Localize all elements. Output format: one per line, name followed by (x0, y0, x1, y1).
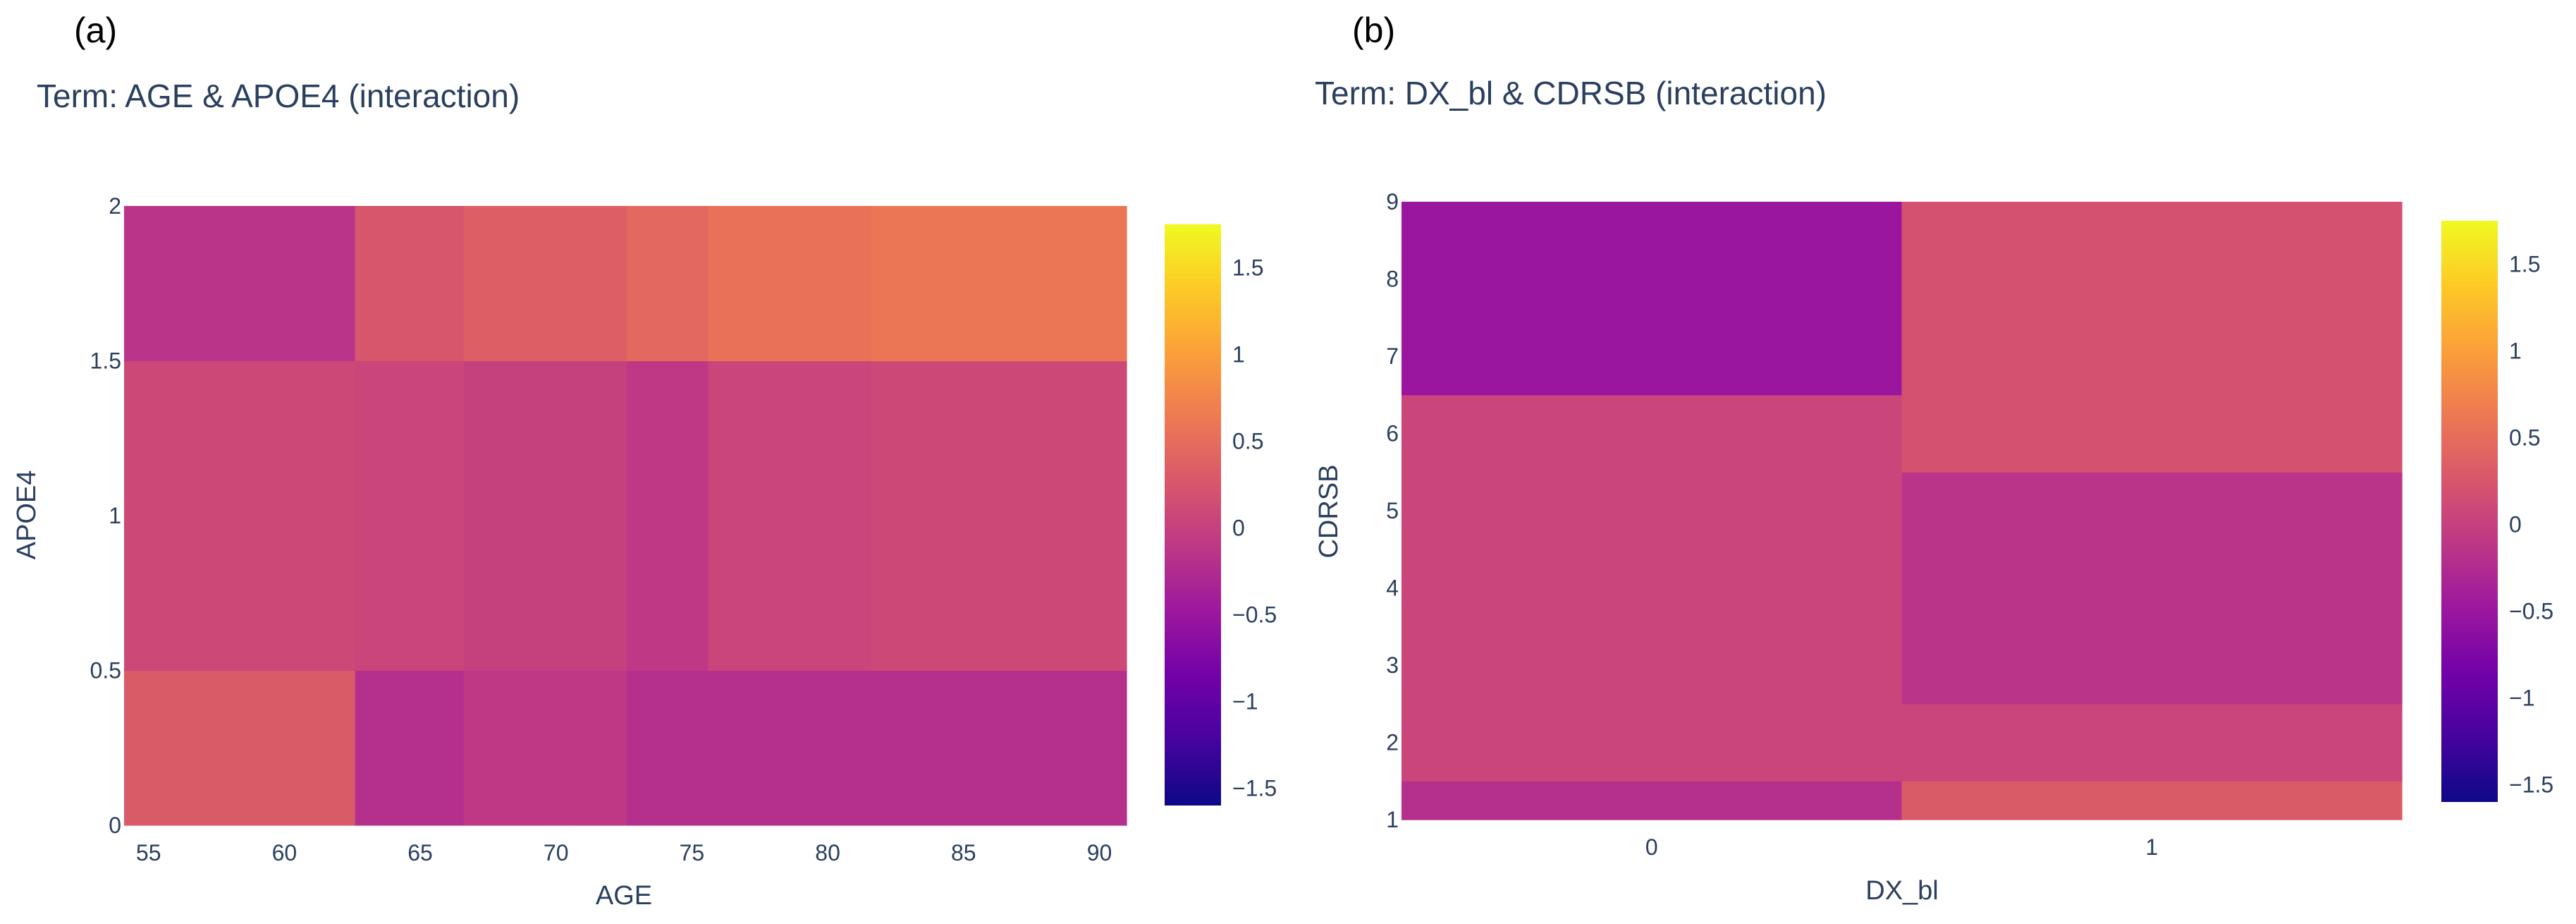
panel-b-cell (1901, 703, 2403, 782)
panel-a-x-tick-label: 70 (544, 840, 569, 865)
panel-a-cell (871, 670, 1127, 826)
panel-a-label: (a) (74, 11, 117, 50)
panel-a-colorbar-tick-label: 1 (1232, 342, 1245, 367)
panel-b-title: Term: DX_bl & CDRSB (interaction) (1315, 75, 1827, 111)
panel-b-y-tick-label: 8 (1386, 267, 1399, 292)
panel-a-colorbar-tick-label: 0 (1232, 515, 1245, 540)
panel-a-y-tick-label: 0 (109, 813, 121, 838)
panel-b-y-tick-label: 3 (1386, 652, 1399, 678)
panel-a-cell (708, 360, 872, 671)
panel-a-y-axis-label: APOE4 (12, 470, 42, 560)
panel-a-x-tick-label: 60 (272, 840, 298, 865)
panel-a-y-tick-label: 0.5 (90, 658, 121, 683)
panel-b-label: (b) (1352, 11, 1395, 50)
panel-b-cell (1901, 472, 2403, 705)
panel-b-colorbar-tick-label: 0.5 (2509, 425, 2540, 451)
panel-a-colorbar-tick-label: −0.5 (1232, 602, 1277, 627)
panel-a-x-tick-label: 65 (407, 840, 433, 865)
panel-b-x-tick-label: 1 (2145, 834, 2158, 860)
panel-b-y-tick-label: 4 (1386, 576, 1399, 601)
panel-b-y-tick-label: 2 (1386, 730, 1399, 755)
panel-b-cell (1901, 394, 2403, 473)
panel-b-x-axis-label: DX_bl (1865, 876, 1939, 906)
panel-a-cell (626, 360, 709, 671)
panel-b-colorbar-tick-label: −1 (2509, 685, 2534, 710)
panel-b-cell (1901, 202, 2403, 396)
panel-b-y-ticks: 1 2 3 4 5 6 7 8 9 (1386, 189, 1399, 832)
panel-a-cell (124, 360, 356, 671)
panel-a-colorbar (1165, 224, 1221, 806)
panel-a-colorbar-tick-label: 1.5 (1232, 255, 1263, 281)
panel-b-y-tick-label: 7 (1386, 344, 1399, 369)
panel-a-cell (708, 206, 872, 362)
panel-a-cell (626, 670, 709, 826)
panel-b-x-tick-label: 0 (1645, 834, 1658, 860)
panel-a-title: Term: AGE & APOE4 (interaction) (37, 78, 520, 114)
panel-a-x-tick-label: 85 (951, 840, 976, 865)
panel-a-colorbar-tick-label: −1 (1232, 688, 1258, 714)
panel-a-y-ticks: 0 0.5 1 1.5 2 (90, 193, 121, 838)
panel-a-colorbar-tick-label: 0.5 (1232, 429, 1263, 454)
panel-a-x-ticks: 55 60 65 70 75 80 85 90 (136, 840, 1112, 865)
panel-b-colorbar-tick-label: −0.5 (2509, 598, 2553, 624)
panel-a-y-tick-label: 1 (109, 503, 121, 528)
panel-a-cell (708, 670, 872, 826)
panel-a-cell (871, 206, 1127, 362)
panel-a-cell (124, 206, 356, 362)
panel-a-x-tick-label: 75 (680, 840, 705, 865)
panel-a-cell (463, 670, 627, 826)
panel-a-colorbar-ticks: −1.5 −1 −0.5 0 0.5 1 1.5 (1232, 255, 1277, 801)
panel-a-x-axis-label: AGE (596, 881, 652, 911)
panel-a-x-tick-label: 55 (136, 840, 161, 865)
panel-b-y-tick-label: 9 (1386, 189, 1399, 214)
panel-b-y-tick-label: 5 (1386, 498, 1399, 523)
panel-a-colorbar-tick-label: −1.5 (1232, 775, 1277, 801)
panel-b-heatmap-cells (1402, 202, 2403, 820)
panel-b-colorbar (2441, 221, 2498, 802)
panel-a-cell (871, 360, 1127, 671)
panel-a-cell (626, 206, 709, 362)
panel-a-cell (355, 670, 465, 826)
panel-b-cell (1402, 781, 1903, 820)
panel-a-cell (355, 206, 465, 362)
panel-a-x-tick-label: 80 (815, 840, 840, 865)
panel-b-cell (1402, 703, 1903, 782)
panel-b-colorbar-tick-label: 0 (2509, 511, 2522, 537)
panel-a-cell (463, 360, 627, 671)
panel-b-colorbar-tick-label: −1.5 (2509, 772, 2553, 797)
panel-a-y-tick-label: 2 (109, 193, 121, 219)
panel-a-cell (463, 206, 627, 362)
panel-a: (a) Term: AGE & APOE4 (interaction) 55 60… (12, 11, 1277, 911)
panel-b-y-tick-label: 6 (1386, 421, 1399, 446)
panel-b-y-axis-label: CDRSB (1314, 464, 1344, 558)
panel-b-cell (1402, 472, 1903, 705)
panel-b-colorbar-tick-label: 1.5 (2509, 252, 2540, 277)
panel-a-heatmap-cells (124, 206, 1127, 826)
panel-b-cell (1402, 394, 1903, 473)
panel-a-y-tick-label: 1.5 (90, 348, 121, 374)
panel-b-y-tick-label: 1 (1386, 807, 1399, 832)
panel-a-cell (124, 670, 356, 826)
panel-b-cell (1901, 781, 2403, 820)
panel-b-cell (1402, 202, 1903, 396)
panel-b-colorbar-tick-label: 1 (2509, 339, 2522, 364)
panel-a-x-tick-label: 90 (1087, 840, 1112, 865)
panel-a-cell (355, 360, 465, 671)
panel-b-colorbar-ticks: −1.5 −1 −0.5 0 0.5 1 1.5 (2509, 252, 2553, 798)
